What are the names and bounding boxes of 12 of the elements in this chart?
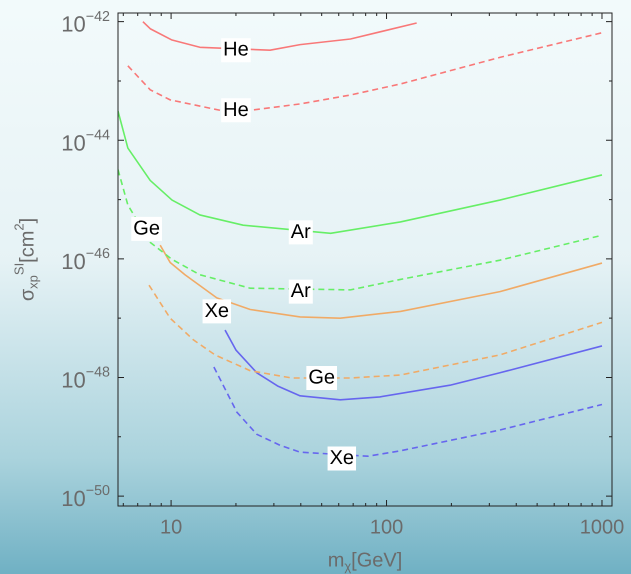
- annotation: Ar: [290, 280, 312, 302]
- annotation: Ar: [290, 220, 312, 243]
- annotation: He: [223, 98, 249, 121]
- annotation: Ge: [308, 366, 336, 389]
- y-axis-title: σxpSI[cm2]: [12, 218, 41, 302]
- x-tick-label: 1000: [580, 516, 624, 539]
- x-tick-label: 10: [160, 516, 182, 539]
- x-tick-label: 100: [370, 516, 404, 539]
- annotation: Xe: [330, 447, 354, 470]
- annotation: Ge: [133, 217, 160, 240]
- annotation: Xe: [204, 300, 230, 322]
- annotation: He: [223, 38, 249, 61]
